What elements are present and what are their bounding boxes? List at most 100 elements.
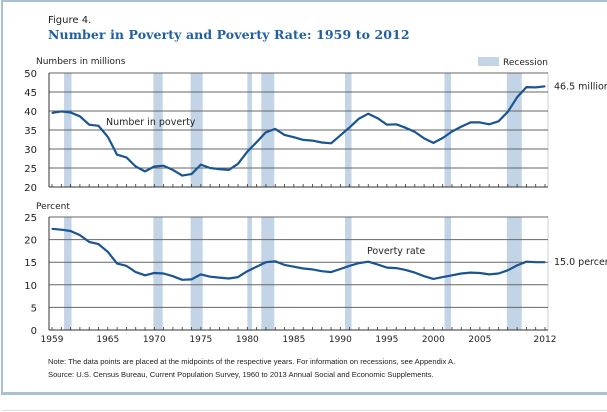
data-point <box>116 262 118 265</box>
data-point <box>414 271 416 274</box>
data-point <box>479 272 481 274</box>
recession-bar <box>247 217 252 330</box>
data-point <box>51 112 53 114</box>
data-point <box>469 121 472 123</box>
series-line <box>51 85 546 177</box>
data-point <box>339 268 341 270</box>
x-tick-label: 1959 <box>41 335 64 345</box>
data-point <box>376 263 379 266</box>
y-tick-label: 20 <box>24 236 37 247</box>
data-point <box>358 262 360 264</box>
data-point <box>274 128 276 130</box>
data-point <box>51 228 53 230</box>
data-point <box>497 120 500 122</box>
x-tick-label: 2000 <box>422 335 445 345</box>
data-point <box>460 125 462 128</box>
data-point <box>172 169 174 171</box>
data-point <box>349 265 351 267</box>
data-point <box>488 273 490 276</box>
data-point <box>135 271 137 273</box>
data-point <box>358 118 360 120</box>
data-point <box>367 261 369 263</box>
data-point <box>79 234 81 236</box>
data-point <box>293 266 295 268</box>
data-point <box>395 267 397 269</box>
data-point <box>321 141 323 144</box>
y-tick-label: 25 <box>24 213 37 224</box>
data-point <box>135 165 137 168</box>
data-point <box>172 275 174 277</box>
data-point <box>144 170 146 173</box>
data-point <box>497 272 500 275</box>
y-axis-title: Numbers in millions <box>36 57 126 67</box>
x-tick-label: 1985 <box>282 335 305 345</box>
data-point <box>265 261 267 263</box>
x-tick-label: 2012 <box>534 335 557 345</box>
data-point <box>228 169 230 171</box>
y-axis-title: Percent <box>36 202 70 212</box>
data-point <box>116 154 118 156</box>
data-point <box>321 270 323 272</box>
figure-frame <box>1 0 607 395</box>
data-point <box>330 142 332 144</box>
y-tick-label: 40 <box>24 107 37 118</box>
data-point <box>302 267 304 270</box>
series-label: Number in poverty <box>106 117 196 128</box>
data-point <box>60 110 62 112</box>
data-point <box>460 272 462 275</box>
data-point <box>107 251 109 253</box>
data-point <box>163 272 165 275</box>
data-point <box>516 96 518 98</box>
legend-label-recession: Recession <box>503 58 548 68</box>
data-point <box>265 131 267 133</box>
x-tick-label: 1975 <box>189 335 212 345</box>
data-point <box>469 271 472 274</box>
data-point <box>107 136 109 138</box>
y-tick-label: 30 <box>24 145 37 156</box>
data-point <box>237 163 239 165</box>
data-point <box>339 134 341 136</box>
data-point <box>302 139 304 141</box>
data-point <box>274 260 276 262</box>
data-point <box>209 167 211 169</box>
y-tick-label: 0 <box>31 326 37 337</box>
data-point <box>367 113 369 115</box>
data-point <box>97 125 100 127</box>
data-point <box>451 274 453 276</box>
end-value-label: 46.5 million <box>554 81 607 92</box>
data-point <box>125 156 128 158</box>
data-point <box>442 276 444 278</box>
data-point <box>218 276 221 279</box>
data-point <box>404 127 407 129</box>
data-point <box>97 243 100 245</box>
data-point <box>190 173 193 175</box>
data-point <box>432 278 434 280</box>
data-point <box>181 279 183 281</box>
recession-bar <box>345 217 352 330</box>
data-point <box>293 136 295 138</box>
data-point <box>432 142 434 144</box>
x-tick-label: 1965 <box>96 335 119 345</box>
data-point <box>423 137 425 139</box>
y-tick-label: 35 <box>24 126 37 137</box>
x-tick-label: 1970 <box>143 335 166 345</box>
recession-bar <box>506 217 522 330</box>
panel-number-in-poverty: 20 25 30 35 40 45 50 Numbers in millions Number … <box>24 57 607 194</box>
y-tick-label: 15 <box>24 258 37 269</box>
data-point <box>283 264 286 266</box>
data-point <box>256 266 258 268</box>
y-tick-label: 20 <box>24 183 37 194</box>
data-point <box>88 124 90 126</box>
recession-bar <box>444 217 452 330</box>
data-point <box>516 264 518 266</box>
data-point <box>70 111 72 114</box>
data-point <box>535 261 537 263</box>
data-point <box>507 269 509 271</box>
data-point <box>544 85 546 87</box>
data-point <box>200 273 202 276</box>
divider <box>2 410 607 411</box>
data-point <box>60 229 62 231</box>
data-point <box>330 271 332 273</box>
data-point <box>153 272 155 274</box>
data-point <box>311 268 314 271</box>
